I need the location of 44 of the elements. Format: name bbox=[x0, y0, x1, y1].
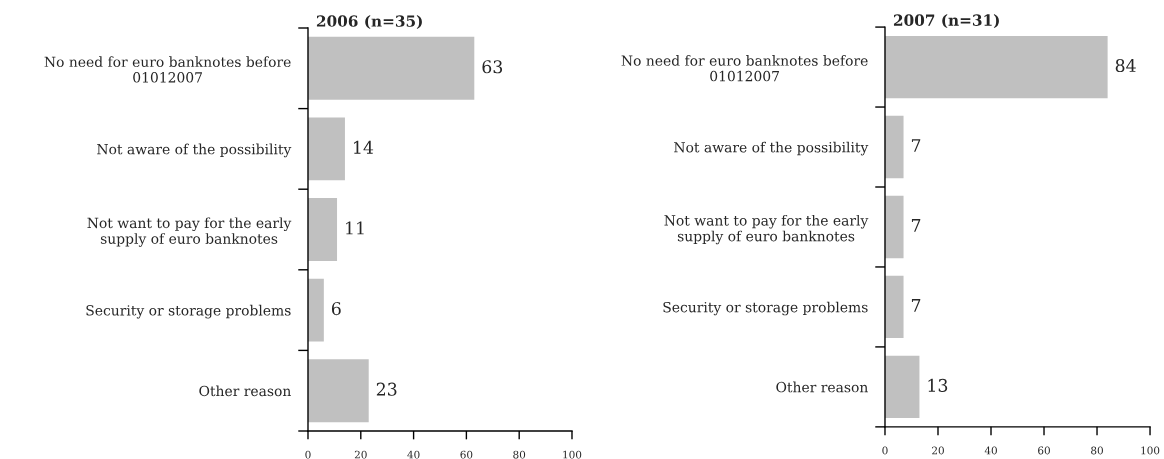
y-tick-label: No need for euro banknotes before 01012007 bbox=[621, 55, 868, 82]
x-tick-label: 20 bbox=[354, 450, 367, 459]
chart-title: 2007 (n=31) bbox=[893, 14, 999, 29]
y-tick-label: No need for euro banknotes before 01012007 bbox=[44, 56, 291, 83]
x-tick-label: 60 bbox=[1038, 446, 1050, 455]
x-tick-label: 0 bbox=[882, 446, 888, 455]
bar bbox=[884, 115, 904, 179]
y-tick-label: Not aware of the possibility bbox=[97, 143, 292, 158]
bar bbox=[307, 359, 369, 423]
bar bbox=[884, 355, 920, 419]
y-tick-label: Not want to pay for the early supply of euro banknotes bbox=[87, 217, 292, 247]
y-tick-label: Security or storage problems bbox=[663, 301, 868, 316]
x-tick-label: 80 bbox=[1091, 446, 1103, 455]
data-label: 11 bbox=[346, 221, 364, 235]
x-tick-label: 40 bbox=[407, 450, 420, 459]
x-tick-label: 60 bbox=[460, 450, 473, 459]
x-tick-label: 0 bbox=[305, 450, 311, 459]
bar bbox=[884, 35, 1108, 99]
data-label: 7 bbox=[911, 219, 921, 232]
y-tick-label: Security or storage problems bbox=[86, 304, 291, 319]
x-tick-label: 100 bbox=[563, 450, 582, 459]
data-label: 84 bbox=[1115, 58, 1136, 73]
bar bbox=[307, 198, 338, 261]
data-label: 7 bbox=[911, 139, 921, 152]
bar bbox=[307, 117, 345, 181]
data-label: 14 bbox=[354, 140, 374, 154]
x-tick-label: 40 bbox=[984, 446, 997, 455]
chart-title: 2006 (n=35) bbox=[316, 15, 422, 29]
data-label: 7 bbox=[911, 299, 921, 312]
x-tick-label: 100 bbox=[1141, 446, 1160, 455]
bar bbox=[884, 195, 904, 259]
data-label: 6 bbox=[331, 302, 341, 316]
bar bbox=[307, 36, 475, 100]
x-tick-label: 20 bbox=[932, 446, 944, 455]
x-tick-label: 80 bbox=[513, 450, 526, 459]
bar bbox=[307, 278, 324, 342]
bar bbox=[884, 275, 904, 339]
y-tick-label: Not want to pay for the early supply of euro banknotes bbox=[664, 214, 869, 245]
data-label: 63 bbox=[482, 60, 503, 74]
y-tick-label: Other reason bbox=[199, 385, 291, 397]
data-label: 13 bbox=[928, 378, 948, 392]
y-tick-label: Not aware of the possibility bbox=[674, 141, 869, 156]
data-label: 23 bbox=[376, 382, 397, 396]
y-tick-label: Other reason bbox=[776, 381, 868, 393]
